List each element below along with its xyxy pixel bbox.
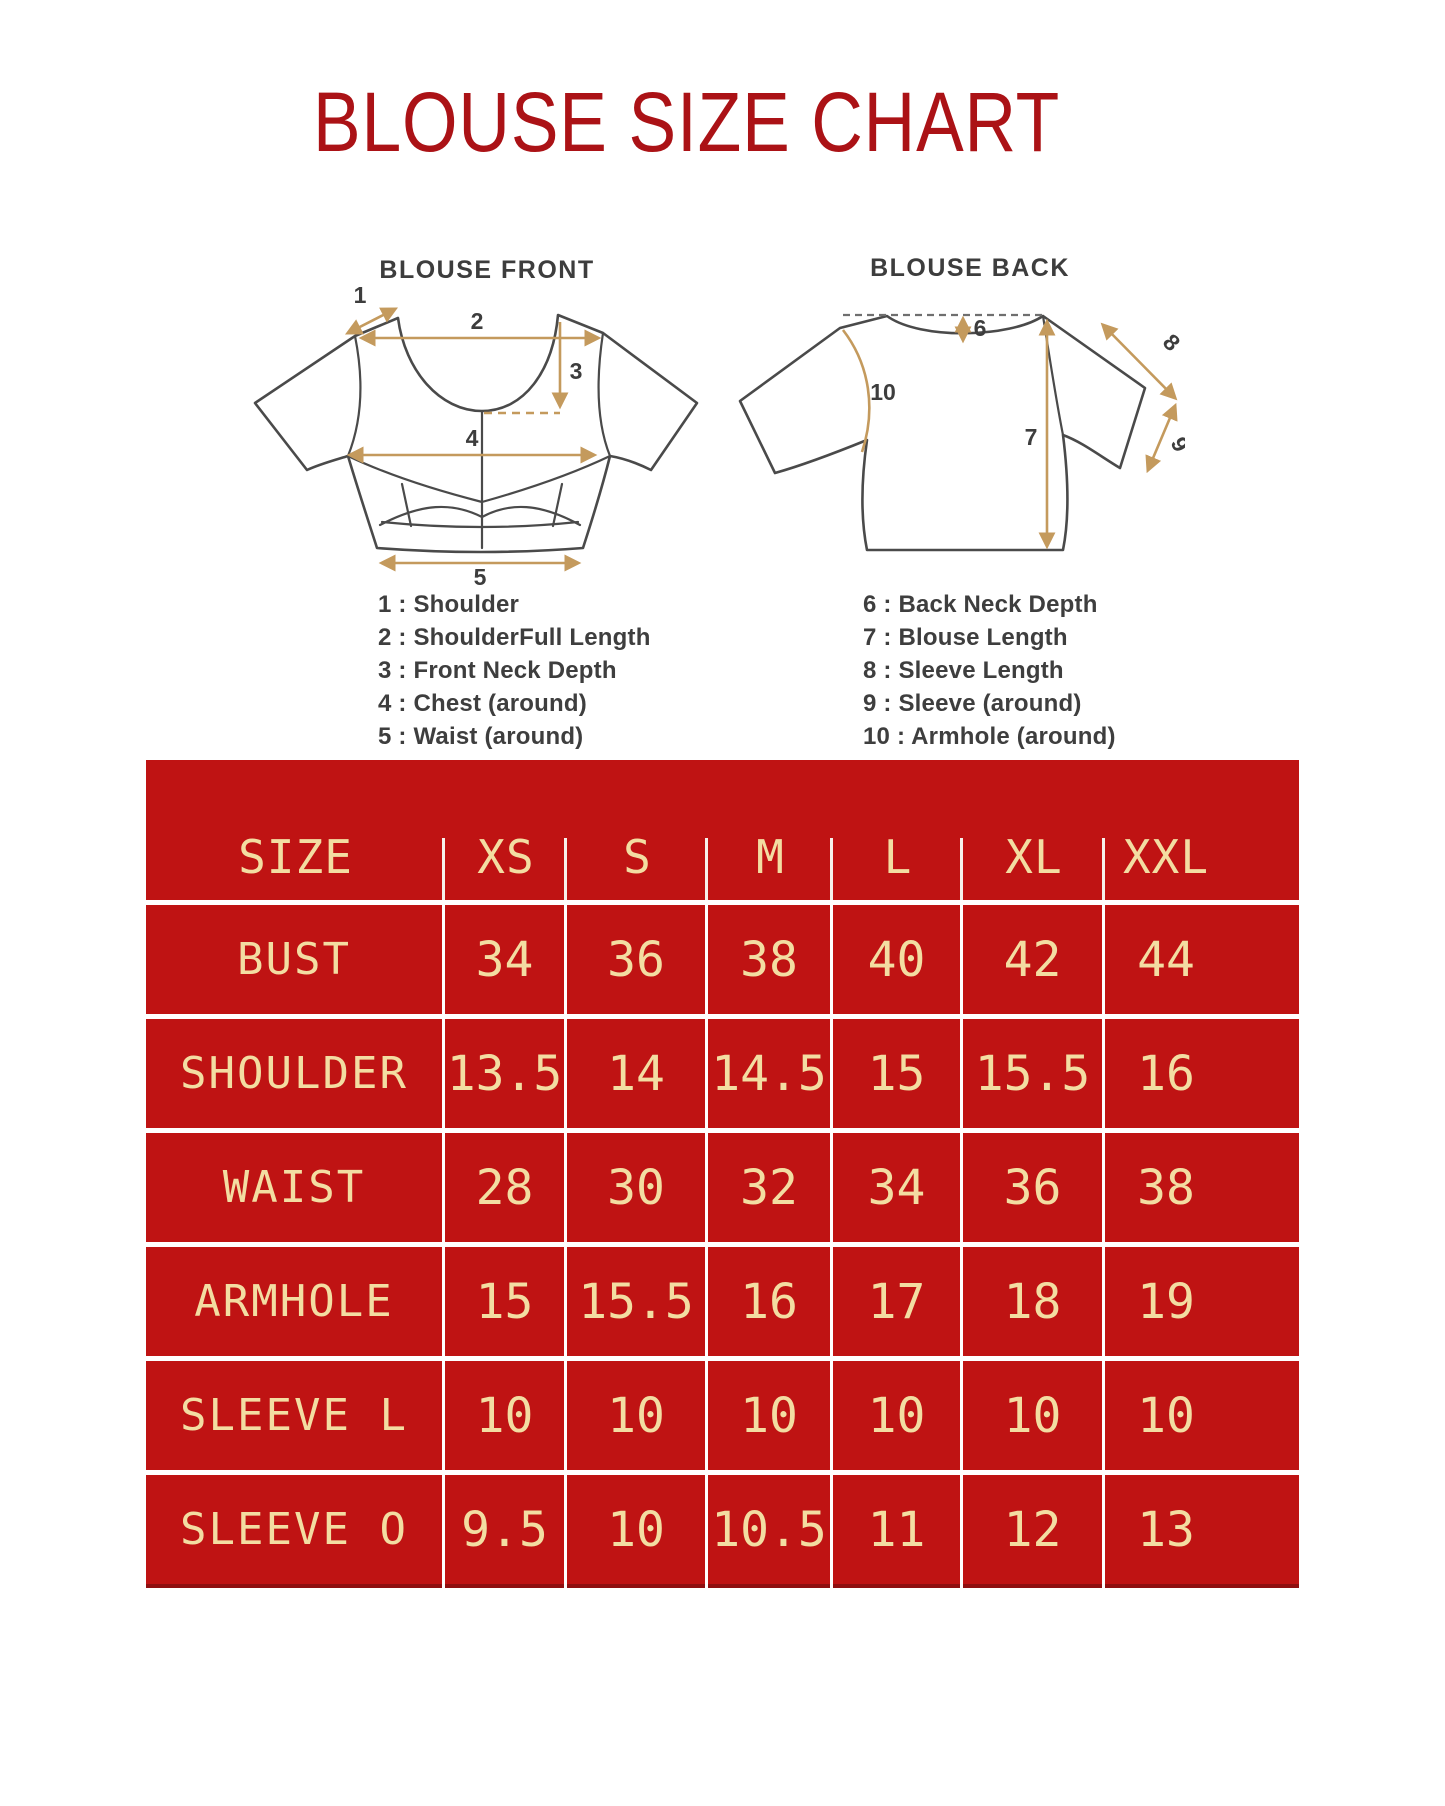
table-cell: 9.5: [445, 1475, 564, 1584]
back-marker-10: 10: [870, 379, 896, 405]
page-title: BLOUSE SIZE CHART: [313, 75, 1061, 169]
table-cell: 11: [833, 1475, 960, 1584]
table-cell: 44: [1105, 905, 1299, 1014]
header-divider: [564, 838, 567, 900]
table-cell: 32: [708, 1133, 830, 1242]
table-cell: 40: [833, 905, 960, 1014]
legend-item: 3 : Front Neck Depth: [378, 657, 617, 684]
front-legend: 1 : Shoulder 2 : ShoulderFull Length 3 :…: [378, 588, 651, 753]
table-cell: 34: [445, 905, 564, 1014]
header-divider: [830, 838, 833, 900]
header-divider: [442, 838, 445, 900]
blouse-front-illustration: 1 2 3 4 5: [253, 282, 699, 588]
blouse-front-outline: [253, 313, 699, 554]
table-cell: 36: [963, 1133, 1102, 1242]
table-cell: 30: [567, 1133, 705, 1242]
table-row-shoulder: SHOULDER 13.5 14 14.5 15 15.5 16: [146, 1019, 1299, 1128]
header-divider: [705, 838, 708, 900]
table-row-bust: BUST 34 36 38 40 42 44: [146, 905, 1299, 1014]
front-marker-5: 5: [474, 564, 487, 588]
front-marker-2: 2: [471, 308, 484, 334]
front-marker-3: 3: [570, 358, 583, 384]
table-header-row: SIZE XS S M L XL XXL: [146, 760, 1299, 900]
legend-item: 2 : ShoulderFull Length: [378, 624, 651, 651]
legend-item: 7 : Blouse Length: [863, 624, 1068, 651]
table-cell: 14: [567, 1019, 705, 1128]
row-label: BUST: [146, 905, 442, 1014]
row-label: SHOULDER: [146, 1019, 442, 1128]
legend-item: 4 : Chest (around): [378, 690, 587, 717]
table-cell: 13.5: [445, 1019, 564, 1128]
table-cell: 17: [833, 1247, 960, 1356]
size-chart-table: SIZE XS S M L XL XXL BUST 34 36 38 40 42…: [146, 760, 1299, 1584]
table-cell: 16: [1105, 1019, 1299, 1128]
back-marker-6: 6: [974, 315, 987, 341]
back-diagram-title: BLOUSE BACK: [870, 254, 1070, 282]
legend-item: 1 : Shoulder: [378, 591, 520, 618]
legend-item: 9 : Sleeve (around): [863, 690, 1082, 717]
front-marker-1: 1: [354, 282, 367, 308]
front-diagram-title: BLOUSE FRONT: [379, 256, 595, 284]
table-cell: 15: [445, 1247, 564, 1356]
table-cell: 10: [445, 1361, 564, 1470]
back-measure-arrows: [954, 315, 1178, 550]
table-cell: 15.5: [567, 1247, 705, 1356]
legend-item: 8 : Sleeve Length: [863, 657, 1064, 684]
table-cell: 14.5: [708, 1019, 830, 1128]
table-cell: 28: [445, 1133, 564, 1242]
table-cell: 38: [1105, 1133, 1299, 1242]
legend-item: 5 : Waist (around): [378, 723, 584, 750]
table-cell: 18: [963, 1247, 1102, 1356]
back-legend: 6 : Back Neck Depth 7 : Blouse Length 8 …: [863, 588, 1116, 753]
legend-item: 10 : Armhole (around): [863, 723, 1116, 750]
table-row-sleeve-around: SLEEVE O 9.5 10 10.5 11 12 13: [146, 1475, 1299, 1584]
blouse-back-outline: [738, 313, 1147, 552]
column-header-xxl: XXL: [1122, 830, 1210, 884]
table-cell: 10.5: [708, 1475, 830, 1584]
column-header-xl: XL: [1005, 830, 1063, 884]
table-cell: 12: [963, 1475, 1102, 1584]
table-cell: 19: [1105, 1247, 1299, 1356]
table-cell: 42: [963, 905, 1102, 1014]
table-cell: 10: [833, 1361, 960, 1470]
row-label: ARMHOLE: [146, 1247, 442, 1356]
column-header-xs: XS: [477, 830, 535, 884]
table-cell: 10: [567, 1361, 705, 1470]
header-divider: [1102, 838, 1105, 900]
row-label: SLEEVE O: [146, 1475, 442, 1584]
table-cell: 15: [833, 1019, 960, 1128]
front-marker-numbers: 1 2 3 4 5: [354, 282, 583, 588]
column-header-l: L: [883, 830, 913, 884]
table-cell: 16: [708, 1247, 830, 1356]
row-label: WAIST: [146, 1133, 442, 1242]
table-cell: 36: [567, 905, 705, 1014]
back-marker-numbers: 6 7 8 9 10: [870, 315, 1185, 456]
table-row-waist: WAIST 28 30 32 34 36 38: [146, 1133, 1299, 1242]
table-cell: 15.5: [963, 1019, 1102, 1128]
back-marker-9: 9: [1166, 432, 1185, 456]
table-cell: 10: [1105, 1361, 1299, 1470]
table-cell: 34: [833, 1133, 960, 1242]
row-label: SLEEVE L: [146, 1361, 442, 1470]
table-cell: 13: [1105, 1475, 1299, 1584]
front-marker-4: 4: [466, 425, 479, 451]
armhole-seam-line: [841, 329, 871, 453]
legend-item: 6 : Back Neck Depth: [863, 591, 1098, 618]
header-divider: [960, 838, 963, 900]
table-row-armhole: ARMHOLE 15 15.5 16 17 18 19: [146, 1247, 1299, 1356]
table-cell: 10: [708, 1361, 830, 1470]
front-measure-arrows: [344, 307, 602, 572]
table-cell: 38: [708, 905, 830, 1014]
column-header-s: S: [623, 830, 652, 884]
back-marker-7: 7: [1025, 424, 1038, 450]
blouse-back-illustration: 6 7 8 9 10: [738, 313, 1185, 552]
table-cell: 10: [567, 1475, 705, 1584]
back-marker-8: 8: [1158, 329, 1185, 357]
table-row-sleeve-length: SLEEVE L 10 10 10 10 10 10: [146, 1361, 1299, 1470]
column-header-size: SIZE: [238, 830, 353, 884]
column-header-m: M: [756, 830, 785, 884]
table-cell: 10: [963, 1361, 1102, 1470]
